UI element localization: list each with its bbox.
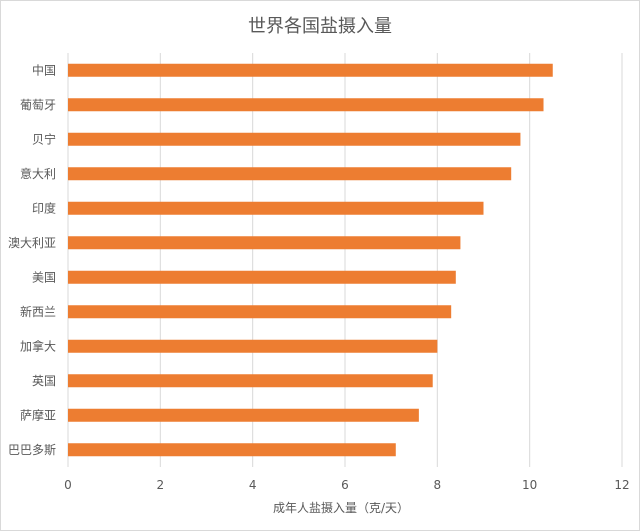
bar: [68, 201, 484, 215]
bar: [68, 408, 419, 422]
bar: [68, 236, 461, 250]
bar: [68, 305, 452, 319]
x-tick-label: 8: [434, 478, 442, 492]
bar: [68, 132, 521, 146]
category-label: 美国: [32, 270, 56, 284]
x-tick-label: 6: [341, 478, 349, 492]
x-tick-label: 10: [522, 478, 537, 492]
bar: [68, 270, 456, 284]
category-label: 印度: [32, 200, 56, 215]
bar: [68, 63, 553, 77]
bar: [68, 167, 512, 181]
x-tick-label: 2: [157, 478, 165, 492]
gridlines: [67, 53, 623, 467]
x-tick-label: 12: [614, 478, 629, 492]
bar: [68, 98, 544, 112]
bars: [68, 63, 553, 457]
bar: [68, 443, 396, 457]
category-label: 英国: [32, 374, 56, 388]
bar: [68, 374, 433, 388]
category-label: 新西兰: [20, 304, 56, 319]
x-tick-label: 4: [249, 478, 257, 492]
x-axis-title: 成年人盐摄入量（克/天）: [273, 500, 409, 515]
category-label: 葡萄牙: [20, 98, 56, 112]
category-label: 中国: [32, 62, 56, 77]
x-axis-ticks: 0 2 4 6 8 10 12: [64, 478, 629, 492]
category-label: 萨摩亚: [20, 407, 56, 422]
x-tick-label: 0: [64, 478, 72, 492]
bar: [68, 339, 438, 353]
category-label: 巴巴多斯: [8, 443, 56, 457]
category-label: 贝宁: [32, 131, 56, 146]
category-label: 意大利: [20, 166, 56, 181]
chart-title: 世界各国盐摄入量: [248, 16, 392, 37]
category-label: 加拿大: [20, 338, 56, 353]
category-label: 澳大利亚: [8, 236, 56, 250]
